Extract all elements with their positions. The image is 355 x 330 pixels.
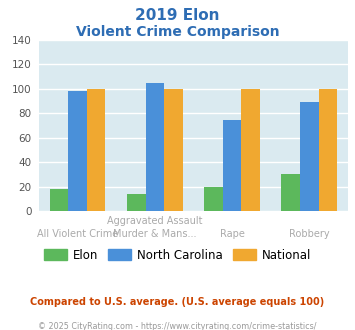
Bar [318,89,337,211]
Text: Robbery: Robbery [289,229,329,239]
Bar [69,91,87,211]
Bar [223,120,241,211]
Text: Aggravated Assault: Aggravated Assault [107,216,203,226]
Bar [300,102,318,211]
Text: 2019 Elon: 2019 Elon [135,8,220,23]
Bar [87,89,105,211]
Legend: Elon, North Carolina, National: Elon, North Carolina, National [39,244,316,266]
Text: © 2025 CityRating.com - https://www.cityrating.com/crime-statistics/: © 2025 CityRating.com - https://www.city… [38,322,317,330]
Bar [282,175,300,211]
Bar [146,82,164,211]
Text: Violent Crime Comparison: Violent Crime Comparison [76,25,279,39]
Bar [164,89,183,211]
Text: Rape: Rape [220,229,245,239]
Text: Murder & Mans...: Murder & Mans... [113,229,197,239]
Bar [127,194,146,211]
Text: All Violent Crime: All Violent Crime [37,229,118,239]
Bar [204,187,223,211]
Bar [50,189,69,211]
Bar [241,89,260,211]
Text: Compared to U.S. average. (U.S. average equals 100): Compared to U.S. average. (U.S. average … [31,297,324,307]
